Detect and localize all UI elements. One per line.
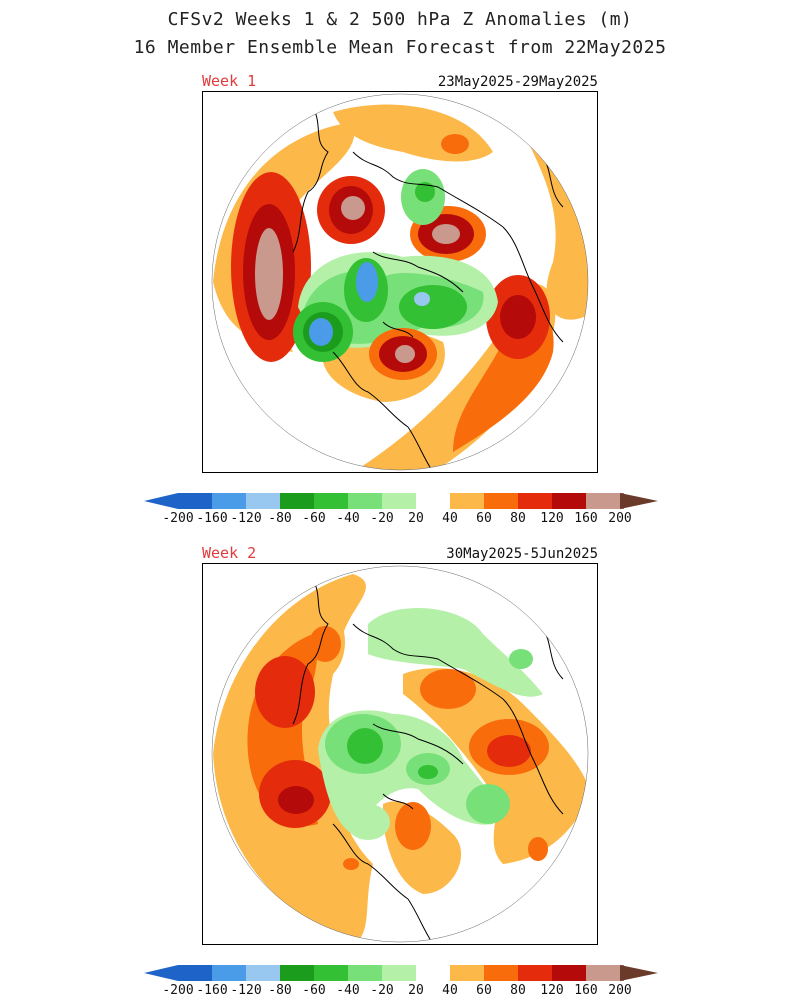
cbar-arrow-high [620, 493, 658, 509]
week2-ridge-south-60 [395, 802, 431, 850]
cbar2-tick-1: -160 [196, 983, 228, 998]
week1-ridge-arctic-160 [395, 345, 415, 363]
cbar-swatch-m20 [382, 493, 416, 509]
cbar2-tick-9: 60 [476, 983, 492, 998]
week2-trough-se-40 [466, 784, 510, 824]
cbar2-swatch-m120 [246, 965, 280, 981]
cbar-swatch-p80 [552, 493, 586, 509]
week1-trough-north-80 [415, 182, 435, 202]
cbar2-arrow-high [620, 965, 658, 981]
week2-map-panel [202, 563, 598, 945]
cbar2-tick-3: -80 [268, 983, 292, 998]
cbar1-tick-12: 160 [574, 511, 598, 526]
cbar2-swatch-m20 [382, 965, 416, 981]
week2-ridge-nw-60 [309, 626, 341, 662]
cbar1-tick-7: 20 [408, 511, 424, 526]
week2-trough-ne-40 [509, 649, 533, 669]
cbar2-swatch-m60 [314, 965, 348, 981]
cbar2-swatch-p120 [586, 965, 620, 981]
cbar-swatch-m120 [246, 493, 280, 509]
week1-trough-east-120 [414, 292, 430, 306]
cbar2-swatch-m80 [280, 965, 314, 981]
cbar2-arrow-low [144, 965, 178, 981]
week1-colorbar-ticks: -200 -160 -120 -80 -60 -40 -20 20 40 60 … [144, 511, 658, 527]
week2-ridge-se-spot [528, 837, 548, 861]
cbar2-swatch-m160 [212, 965, 246, 981]
cbar2-swatch-p20 [450, 965, 484, 981]
cbar2-tick-2: -120 [230, 983, 262, 998]
cbar2-tick-13: 200 [608, 983, 632, 998]
week1-ridge-north-160 [341, 196, 365, 220]
week1-trough-east-60 [399, 285, 467, 329]
week2-colorbar [144, 965, 658, 981]
cbar1-tick-13: 200 [608, 511, 632, 526]
cbar2-tick-5: -40 [336, 983, 360, 998]
cbar2-swatch-m200 [178, 965, 212, 981]
week1-trough-mid-120 [356, 262, 378, 302]
week2-date-range: 30May2025-5Jun2025 [446, 546, 598, 562]
week2-colorbar-ticks: -200 -160 -120 -80 -60 -40 -20 20 40 60 … [144, 983, 658, 999]
week1-map-panel [202, 91, 598, 473]
cbar-swatch-m200 [178, 493, 212, 509]
week2-ridge-west-80-upper [255, 656, 315, 728]
cbar-swatch-m40 [348, 493, 382, 509]
cbar-swatch-m80 [280, 493, 314, 509]
week1-date-range: 23May2025-29May2025 [437, 74, 598, 90]
week2-polar-map [211, 565, 589, 943]
week1-colorbar [144, 493, 658, 509]
week2-trough-south-20 [346, 804, 390, 840]
week2-ridge-west-120 [278, 786, 314, 814]
cbar1-tick-0: -200 [162, 511, 194, 526]
cbar2-tick-6: -20 [370, 983, 394, 998]
week1-ridge-east-80 [500, 295, 536, 339]
map-subtitle-line2: 16 Member Ensemble Mean Forecast from 22… [133, 37, 667, 58]
cbar1-tick-4: -60 [302, 511, 326, 526]
cbar-swatch-p40 [484, 493, 518, 509]
cbar2-swatch-m40 [348, 965, 382, 981]
cbar-arrow-low [144, 493, 178, 509]
map-title-line1: CFSv2 Weeks 1 & 2 500 hPa Z Anomalies (m… [167, 9, 633, 30]
cbar1-tick-1: -160 [196, 511, 228, 526]
cbar2-tick-11: 120 [540, 983, 564, 998]
cbar-swatch-m160 [212, 493, 246, 509]
cbar2-swatch-p80 [552, 965, 586, 981]
cbar1-tick-5: -40 [336, 511, 360, 526]
week2-label: Week 2 [202, 544, 257, 562]
cbar1-tick-6: -20 [370, 511, 394, 526]
cbar2-tick-7: 20 [408, 983, 424, 998]
week2-trough-center-60 [347, 728, 383, 764]
cbar2-tick-0: -200 [162, 983, 194, 998]
cbar-swatch-zero [416, 493, 450, 509]
week1-trough-west-120 [309, 318, 333, 346]
week1-ridge-ne-160 [432, 224, 460, 244]
cbar1-tick-11: 120 [540, 511, 564, 526]
cbar-swatch-p60 [518, 493, 552, 509]
week2-trough-north-20 [368, 607, 543, 697]
cbar2-tick-12: 160 [574, 983, 598, 998]
cbar-swatch-p120 [586, 493, 620, 509]
cbar1-tick-2: -120 [230, 511, 262, 526]
cbar1-tick-9: 60 [476, 511, 492, 526]
cbar1-tick-3: -80 [268, 511, 292, 526]
week1-ridge-west-160 [255, 228, 283, 320]
week1-label: Week 1 [202, 72, 257, 90]
cbar2-tick-4: -60 [302, 983, 326, 998]
week1-anomaly-orange-east [523, 132, 588, 320]
cbar-swatch-p20 [450, 493, 484, 509]
cbar2-swatch-zero [416, 965, 450, 981]
cbar2-swatch-p60 [518, 965, 552, 981]
cbar2-swatch-p40 [484, 965, 518, 981]
cbar1-tick-10: 80 [510, 511, 526, 526]
week2-ridge-south-spot [343, 858, 359, 870]
week1-anomaly-orange-north-spot [441, 134, 469, 154]
week2-ridge-ne-60 [420, 669, 476, 709]
week2-ridge-east-80 [487, 735, 531, 767]
cbar2-tick-10: 80 [510, 983, 526, 998]
week1-polar-map [211, 93, 589, 471]
week2-coastlines [292, 578, 564, 942]
cbar1-tick-8: 40 [442, 511, 458, 526]
cbar2-tick-8: 40 [442, 983, 458, 998]
cbar-swatch-m60 [314, 493, 348, 509]
week2-trough-east-60 [418, 765, 438, 779]
